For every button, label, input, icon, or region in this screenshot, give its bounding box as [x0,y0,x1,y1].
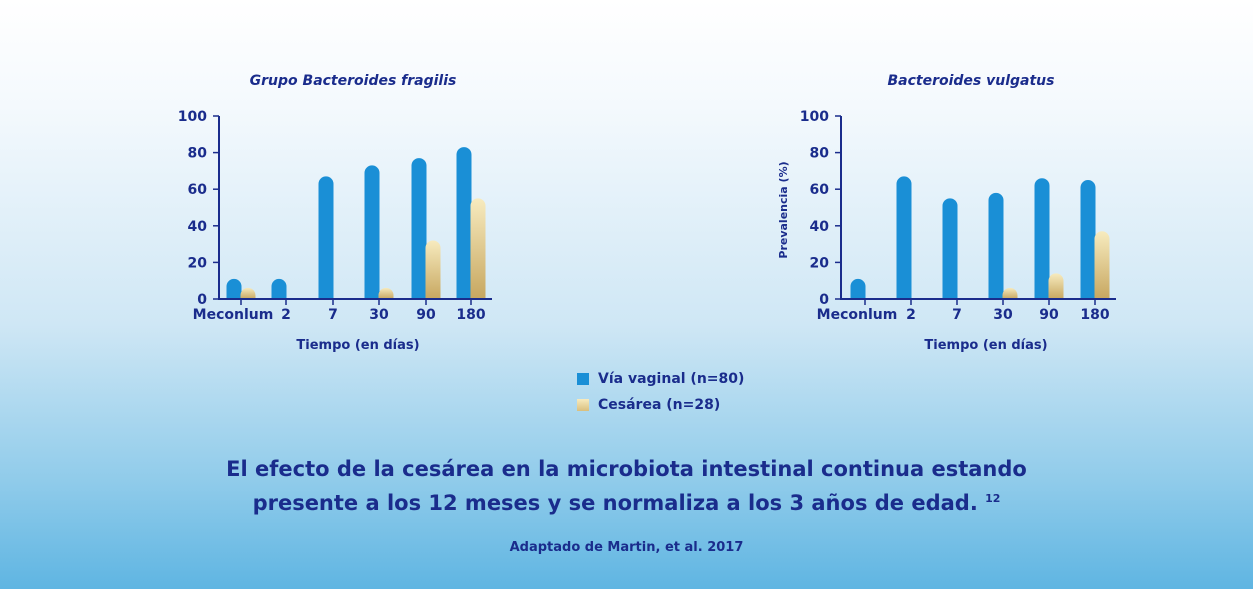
y-tick-label: 80 [810,146,830,162]
bar-vaginal [1080,180,1096,299]
bar-cesarea [240,287,256,299]
x-tick-label: 2 [906,307,916,323]
x-tick-label: 30 [993,307,1013,323]
x-tick-label: Meconlum [193,307,274,323]
bar-cesarea [470,198,486,299]
bar-vaginal [226,278,242,299]
bar-cesarea [1094,231,1110,299]
x-tick-label: 180 [456,307,485,323]
x-tick-label: 90 [1039,307,1059,323]
x-tick-label: 7 [328,307,338,323]
x-tick-label: 90 [416,307,436,323]
y-tick-label: 100 [178,109,207,125]
bar-cesarea [1048,273,1064,299]
reference-number: 12 [985,492,1001,505]
legend: Vía vaginal (n=80) Cesárea (n=28) [577,366,744,418]
headline-line-1: El efecto de la cesárea en la microbiota… [226,457,1027,481]
bar-vaginal [896,176,912,299]
chart-bacteroides-fragilis: Grupo Bacteroides fragilis 020406080100 … [178,73,492,353]
legend-swatch-cesarea [577,399,589,411]
bar-cesarea [378,287,394,299]
legend-item-cesarea: Cesárea (n=28) [577,392,744,418]
legend-swatch-vaginal [577,373,589,385]
x-axis-title: Tiempo (en días) [296,338,419,353]
bar-vaginal [364,165,380,299]
x-tick-label: 2 [281,307,291,323]
y-ticks: 0 20 40 60 80 100 [178,109,219,308]
bar-vaginal [1034,178,1050,299]
headline-line-2-text: presente a los 12 meses y se normaliza a… [252,491,978,515]
bar-vaginal [271,278,287,299]
bar-vaginal [411,158,427,299]
x-tick-label: 7 [952,307,962,323]
y-ticks: 0 20 40 60 80 100 [800,109,841,308]
y-tick-label: 20 [188,255,208,271]
bar-vaginal [942,198,958,299]
chart-title: Grupo Bacteroides fragilis [250,73,457,89]
legend-label: Vía vaginal (n=80) [598,371,745,387]
bars-group [850,176,1110,299]
y-tick-label: 60 [188,182,208,198]
y-tick-label: 40 [810,219,830,235]
bar-cesarea [1002,287,1018,299]
y-axis-title: Prevalencia (%) [777,161,790,258]
chart-bacteroides-vulgatus: Bacteroides vulgatus 0 20 40 60 80 100 Meconl… [777,73,1116,353]
legend-item-vaginal: Vía vaginal (n=80) [577,366,744,392]
bar-vaginal [456,147,472,299]
x-axis-title: Tiempo (en días) [924,338,1047,353]
bar-vaginal [988,192,1004,299]
x-tick-label: 30 [369,307,389,323]
source-citation: Adaptado de Martin, et al. 2017 [509,540,744,555]
x-tick-label: Meconlum [817,307,898,323]
bar-cesarea [425,240,441,299]
bar-vaginal [850,278,866,299]
legend-label: Cesárea (n=28) [598,397,721,413]
y-tick-label: 20 [810,255,830,271]
headline: El efecto de la cesárea en la microbiota… [0,455,1253,518]
headline-line-2: presente a los 12 meses y se normaliza a… [0,484,1253,518]
y-tick-label: 40 [188,219,208,235]
y-tick-label: 100 [800,109,829,125]
x-ticks: Meconlum 2 7 30 90 180 [817,299,1110,323]
y-tick-label: 60 [810,182,830,198]
bar-vaginal [318,176,334,299]
bars-group [226,147,486,299]
y-tick-label: 0 [819,292,829,308]
y-tick-label: 80 [188,146,208,162]
x-ticks: Meconlum 2 7 30 90 180 [193,299,486,323]
x-tick-label: 180 [1080,307,1109,323]
chart-title: Bacteroides vulgatus [887,73,1054,89]
y-tick-label: 0 [197,292,207,308]
